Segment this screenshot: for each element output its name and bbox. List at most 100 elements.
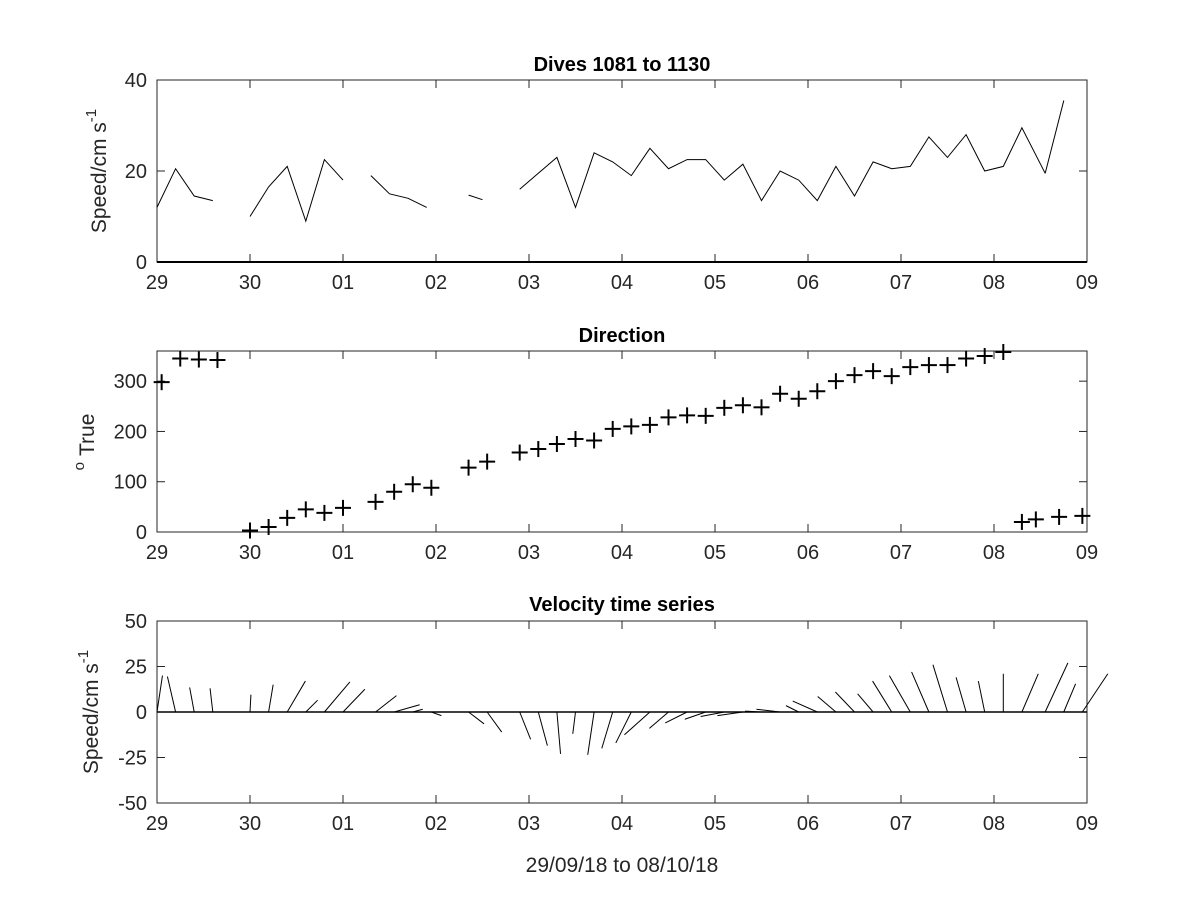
speed-xtick-label: 03 xyxy=(518,272,540,294)
velocity-ytick-label: -50 xyxy=(118,793,147,815)
velocity-stick xyxy=(305,699,318,713)
velocity-xtick-label: 08 xyxy=(983,813,1005,835)
speed-line-segment xyxy=(370,175,427,208)
direction-xtick-label: 05 xyxy=(704,542,726,564)
direction-point xyxy=(958,350,975,367)
velocity-ylabel-text: Speed/cm s xyxy=(80,663,103,774)
speed-xtick-label: 30 xyxy=(239,272,261,294)
direction-xtick-label: 09 xyxy=(1076,542,1098,564)
velocity-stick xyxy=(977,680,986,713)
velocity-xtick-label: 07 xyxy=(890,813,912,835)
velocity-stick xyxy=(684,711,706,720)
direction-point xyxy=(790,390,807,407)
velocity-stick xyxy=(888,675,911,713)
velocity-xtick-label: 06 xyxy=(797,813,819,835)
speed-panel: Dives 1081 to 1130 Speed/cm s-1 29 30 01 02… xyxy=(83,54,1098,294)
speed-xtick-label: 01 xyxy=(332,272,354,294)
speed-ylabel-sup: -1 xyxy=(83,109,100,122)
velocity-xtick-label: 09 xyxy=(1076,813,1098,835)
direction-point xyxy=(716,399,733,416)
direction-point xyxy=(1074,507,1091,524)
direction-point xyxy=(772,385,789,402)
direction-point xyxy=(172,350,189,367)
velocity-stick xyxy=(792,700,818,713)
direction-point xyxy=(548,436,565,453)
speed-ylabel-text: Speed/cm s xyxy=(88,122,111,233)
velocity-stick xyxy=(486,711,503,733)
velocity-ytick-label: -25 xyxy=(118,748,147,770)
direction-point xyxy=(604,420,621,437)
speed-ytick-label: 0 xyxy=(136,252,147,274)
direction-point xyxy=(190,351,207,368)
speed-xtick-label: 08 xyxy=(983,272,1005,294)
direction-point xyxy=(976,348,993,365)
direction-point xyxy=(586,432,603,449)
velocity-stick xyxy=(375,695,397,713)
direction-ylabel-text: True xyxy=(76,414,99,456)
speed-xtick-label: 04 xyxy=(611,272,633,294)
speed-series xyxy=(156,100,1087,263)
direction-point xyxy=(297,501,314,518)
direction-point xyxy=(1051,508,1068,525)
direction-ylabel-sup: o xyxy=(71,462,88,470)
direction-xtick-label: 02 xyxy=(425,542,447,564)
direction-point xyxy=(209,352,226,369)
speed-line-segment xyxy=(249,158,344,223)
speed-title: Dives 1081 to 1130 xyxy=(534,54,711,76)
direction-point xyxy=(660,409,677,426)
direction-point xyxy=(530,441,547,458)
velocity-stick xyxy=(431,711,442,717)
velocity-stick xyxy=(412,708,423,713)
velocity-stick xyxy=(857,693,874,713)
direction-point xyxy=(902,359,919,376)
velocity-ylabel: Speed/cm s-1 xyxy=(75,650,103,774)
direction-point xyxy=(242,522,258,539)
direction-point xyxy=(260,518,277,535)
direction-point xyxy=(939,357,956,374)
speed-xtick-label: 07 xyxy=(890,272,912,294)
velocity-stick xyxy=(249,694,252,713)
direction-point xyxy=(920,357,937,374)
direction-point xyxy=(809,383,826,400)
direction-xtick-label: 08 xyxy=(983,542,1005,564)
direction-xtick-label: 29 xyxy=(146,542,168,564)
direction-title: Direction xyxy=(579,325,666,347)
velocity-stick xyxy=(911,671,930,713)
direction-point xyxy=(697,407,714,424)
svg-text:oTrue: o True xyxy=(71,414,99,471)
velocity-stick xyxy=(601,711,614,749)
svg-text:Speed/cm s-1: Speed/cm s-1 xyxy=(75,650,103,774)
direction-point xyxy=(846,367,863,384)
direction-point xyxy=(641,416,658,433)
direction-xtick-label: 06 xyxy=(797,542,819,564)
direction-point xyxy=(995,344,1012,361)
velocity-stick xyxy=(817,696,837,713)
svg-text:Speed/cm s-1: Speed/cm s-1 xyxy=(83,109,111,233)
velocity-stick xyxy=(519,711,532,740)
speed-xtick-label: 05 xyxy=(704,272,726,294)
velocity-xlabel: 29/09/18 to 08/10/18 xyxy=(526,854,719,877)
velocity-series xyxy=(156,662,1109,755)
direction-ytick-label: 100 xyxy=(114,472,147,494)
velocity-stick xyxy=(624,711,651,736)
direction-xtick-label: 03 xyxy=(518,542,540,564)
velocity-xtick-label: 01 xyxy=(332,813,354,835)
direction-point xyxy=(753,399,770,416)
velocity-xtick-label: 02 xyxy=(425,813,447,835)
velocity-stick xyxy=(665,711,688,724)
velocity-stick xyxy=(209,688,214,713)
velocity-xtick-label: 05 xyxy=(704,813,726,835)
speed-line-segment xyxy=(468,194,483,201)
velocity-title: Velocity time series xyxy=(529,594,715,616)
velocity-stick xyxy=(932,664,948,713)
direction-ytick-label: 200 xyxy=(114,421,147,443)
velocity-stick xyxy=(745,710,762,713)
velocity-stick xyxy=(556,711,562,754)
velocity-stick xyxy=(166,676,177,713)
direction-point xyxy=(865,363,882,380)
speed-axes-frame xyxy=(156,79,1088,263)
direction-point xyxy=(1027,511,1044,528)
velocity-ticks: 29 30 01 02 03 04 05 06 07 08 09 -50 -25 0 25 50 xyxy=(118,611,1098,835)
velocity-stick xyxy=(785,705,799,713)
